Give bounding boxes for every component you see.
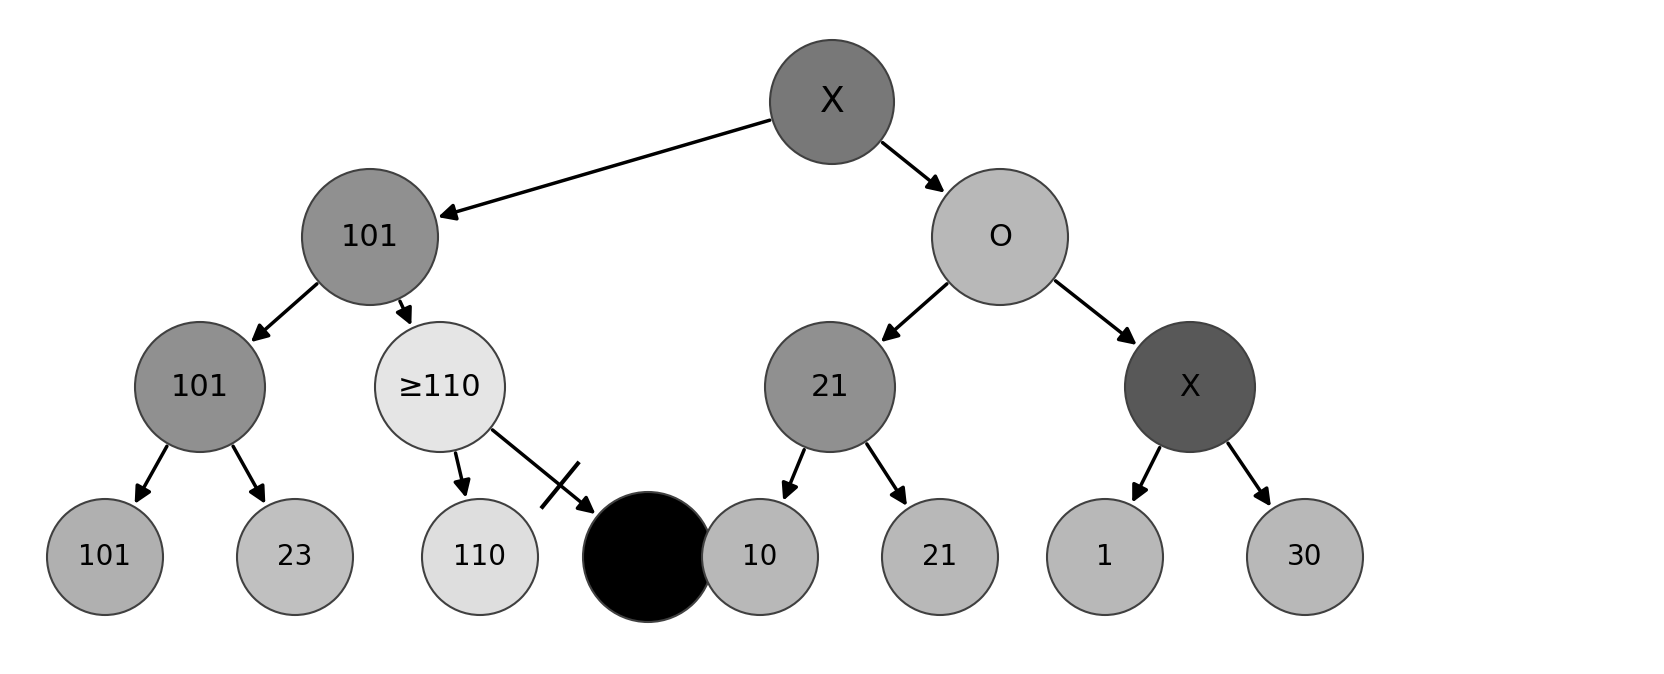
Circle shape — [764, 322, 895, 452]
Circle shape — [582, 492, 712, 622]
Circle shape — [135, 322, 265, 452]
Circle shape — [932, 169, 1067, 305]
Circle shape — [374, 322, 504, 452]
Circle shape — [47, 499, 163, 615]
Circle shape — [702, 499, 817, 615]
Circle shape — [1125, 322, 1255, 452]
Circle shape — [882, 499, 997, 615]
Circle shape — [421, 499, 537, 615]
Circle shape — [236, 499, 353, 615]
Text: 21: 21 — [810, 373, 849, 402]
Circle shape — [1246, 499, 1363, 615]
Text: 101: 101 — [341, 222, 399, 251]
Text: X: X — [1178, 373, 1200, 402]
Text: 30: 30 — [1286, 543, 1321, 571]
Text: 110: 110 — [453, 543, 506, 571]
Text: 10: 10 — [742, 543, 777, 571]
Text: 23: 23 — [278, 543, 313, 571]
Circle shape — [301, 169, 438, 305]
Text: ≥110: ≥110 — [398, 373, 481, 402]
Text: 21: 21 — [922, 543, 957, 571]
Circle shape — [769, 40, 894, 164]
Text: O: O — [987, 222, 1012, 251]
Text: 101: 101 — [78, 543, 131, 571]
Text: X: X — [819, 85, 844, 119]
Text: 1: 1 — [1095, 543, 1113, 571]
Text: 101: 101 — [171, 373, 230, 402]
Circle shape — [1047, 499, 1161, 615]
